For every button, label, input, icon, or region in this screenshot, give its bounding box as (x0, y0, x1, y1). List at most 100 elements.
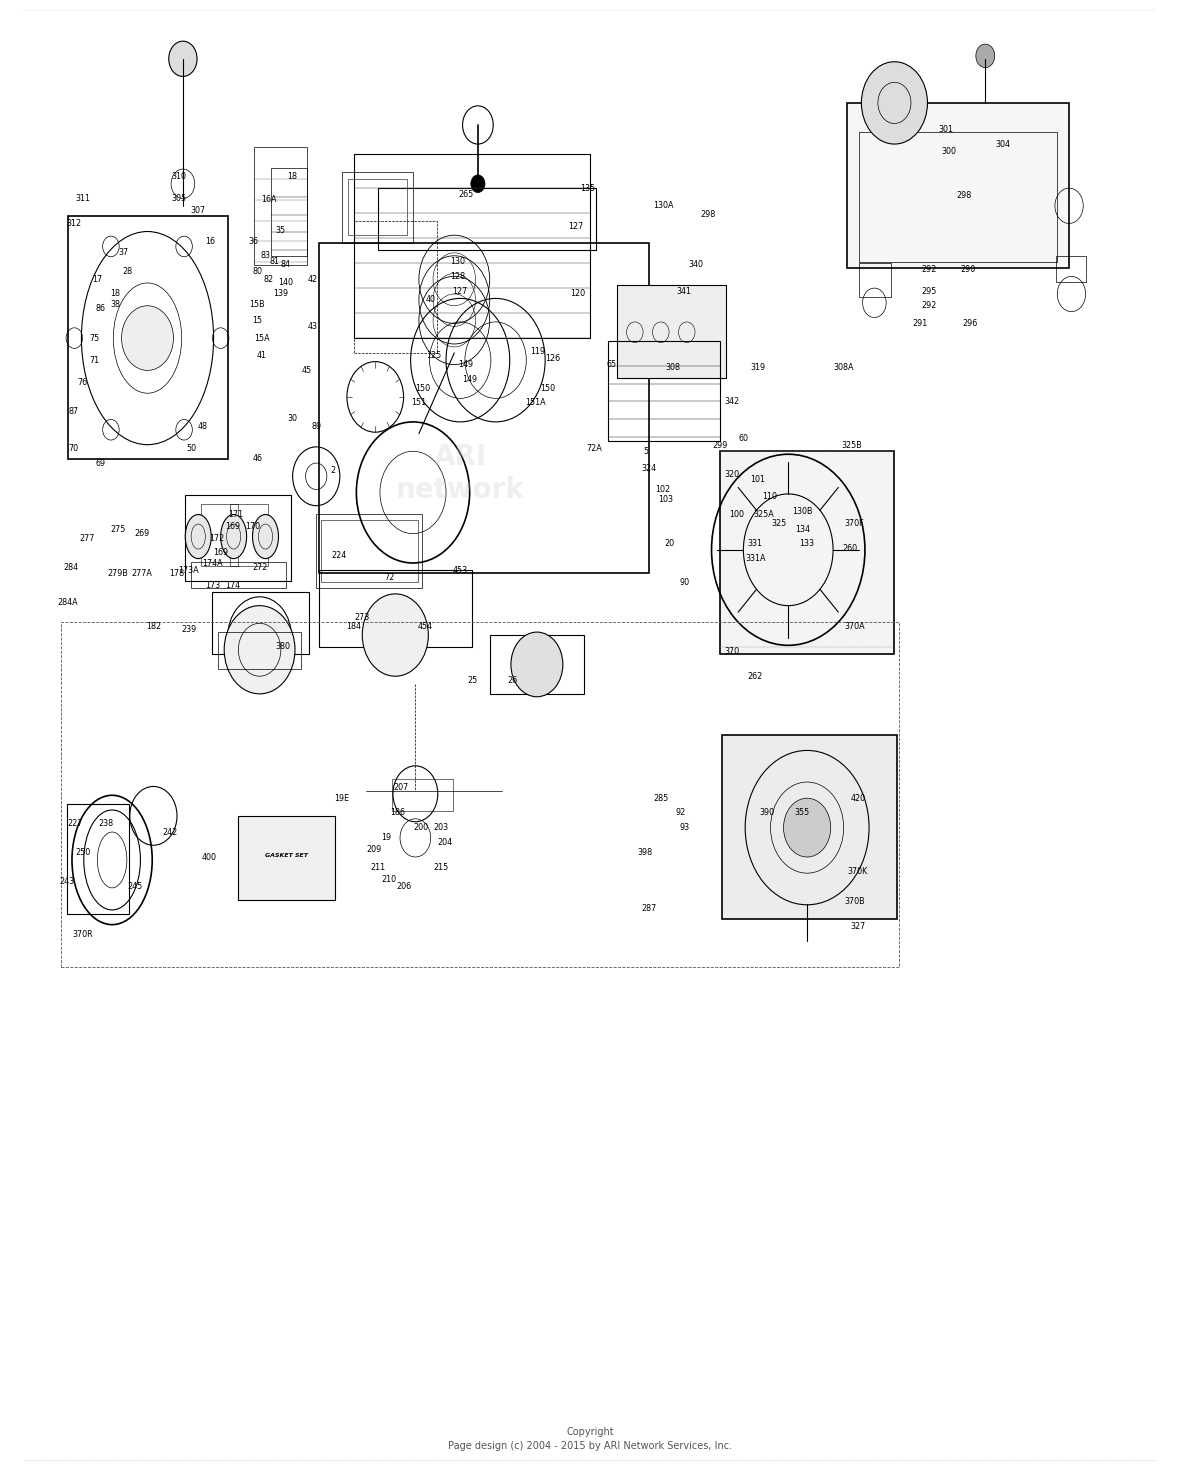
Text: 245: 245 (127, 882, 142, 891)
Text: 127: 127 (453, 287, 467, 295)
Text: 41: 41 (257, 351, 267, 360)
Text: 174: 174 (225, 581, 240, 589)
Text: 341: 341 (677, 287, 691, 295)
Text: 298: 298 (957, 191, 971, 200)
Text: 298: 298 (701, 210, 715, 219)
Bar (230, 504, 268, 566)
Bar (1056, 256, 1086, 282)
Text: 203: 203 (434, 823, 448, 832)
Text: 311: 311 (76, 194, 90, 203)
Text: 82: 82 (264, 275, 274, 284)
Text: 370: 370 (725, 647, 739, 656)
Bar (859, 132, 1057, 262)
Text: 19E: 19E (335, 794, 349, 803)
Bar (392, 779, 453, 811)
Text: 291: 291 (913, 319, 927, 328)
Text: 210: 210 (382, 875, 396, 883)
Text: 273: 273 (355, 613, 369, 622)
Text: 38: 38 (111, 300, 120, 309)
Text: 150: 150 (415, 384, 430, 392)
Ellipse shape (253, 514, 278, 559)
Text: 331A: 331A (745, 554, 766, 563)
Text: 15A: 15A (254, 334, 270, 343)
Text: 260: 260 (843, 544, 857, 553)
Bar (490, 635, 584, 694)
Bar (354, 154, 590, 338)
Text: 325A: 325A (753, 510, 774, 519)
Text: 327: 327 (851, 922, 865, 931)
Text: 119: 119 (531, 347, 545, 356)
Text: 272: 272 (251, 563, 268, 572)
Text: 40: 40 (426, 295, 435, 304)
Text: 72A: 72A (586, 444, 603, 453)
Text: 37: 37 (119, 248, 129, 257)
Text: 184: 184 (347, 622, 361, 631)
Text: 20: 20 (664, 539, 674, 548)
Text: 325: 325 (772, 519, 786, 528)
Text: 308: 308 (666, 363, 680, 372)
Bar (68, 216, 228, 459)
Text: 243: 243 (60, 878, 74, 886)
Text: 80: 80 (253, 268, 262, 276)
Text: 370A: 370A (844, 622, 865, 631)
Text: 308A: 308A (833, 363, 854, 372)
Text: 265: 265 (459, 190, 473, 198)
Text: 15: 15 (253, 316, 262, 325)
Text: 204: 204 (438, 838, 452, 847)
Text: 390: 390 (760, 809, 774, 817)
Bar (191, 562, 286, 588)
Text: 287: 287 (642, 904, 656, 913)
Text: 25: 25 (467, 676, 477, 685)
Text: 320: 320 (725, 470, 739, 479)
Ellipse shape (185, 514, 211, 559)
Text: 290: 290 (961, 265, 975, 273)
Text: 130B: 130B (792, 507, 813, 516)
Text: 102: 102 (656, 485, 670, 494)
Text: 151A: 151A (525, 398, 546, 407)
Text: 324: 324 (642, 465, 656, 473)
Text: 340: 340 (689, 260, 703, 269)
Text: 292: 292 (920, 265, 937, 273)
Text: 90: 90 (680, 578, 689, 587)
Text: 16: 16 (205, 237, 215, 245)
Text: 50: 50 (186, 444, 196, 453)
Text: 42: 42 (308, 275, 317, 284)
Text: 285: 285 (654, 794, 668, 803)
Text: 310: 310 (172, 172, 186, 181)
Text: 296: 296 (963, 319, 977, 328)
Text: 101: 101 (750, 475, 765, 484)
Text: 275: 275 (110, 525, 126, 534)
Text: 186: 186 (391, 809, 405, 817)
Text: 269: 269 (135, 529, 149, 538)
Text: 71: 71 (90, 356, 99, 365)
Text: 30: 30 (288, 415, 297, 423)
Text: 72: 72 (385, 573, 394, 582)
Text: 86: 86 (96, 304, 105, 313)
Text: 370K: 370K (847, 867, 868, 876)
Text: 331: 331 (748, 539, 762, 548)
Text: 28: 28 (123, 268, 132, 276)
Text: 173A: 173A (178, 566, 199, 575)
Text: 83: 83 (261, 251, 270, 260)
Bar (319, 243, 649, 573)
Text: 227: 227 (67, 819, 84, 828)
Text: 87: 87 (68, 407, 78, 416)
Text: 238: 238 (99, 819, 113, 828)
Text: 110: 110 (762, 492, 776, 501)
Text: 370R: 370R (72, 931, 93, 939)
Bar (348, 179, 407, 235)
Circle shape (122, 306, 173, 370)
Text: 178: 178 (170, 569, 184, 578)
Text: ARI
network: ARI network (395, 442, 525, 504)
Text: 93: 93 (680, 823, 689, 832)
Text: 312: 312 (67, 219, 81, 228)
Text: 295: 295 (920, 287, 937, 295)
Text: 174A: 174A (202, 559, 223, 567)
Text: 19: 19 (381, 833, 391, 842)
Text: 325B: 325B (841, 441, 863, 450)
Text: 149: 149 (459, 360, 473, 369)
Circle shape (861, 62, 927, 144)
Text: 305: 305 (172, 194, 186, 203)
Text: 304: 304 (996, 140, 1010, 148)
Text: 76: 76 (78, 378, 87, 387)
